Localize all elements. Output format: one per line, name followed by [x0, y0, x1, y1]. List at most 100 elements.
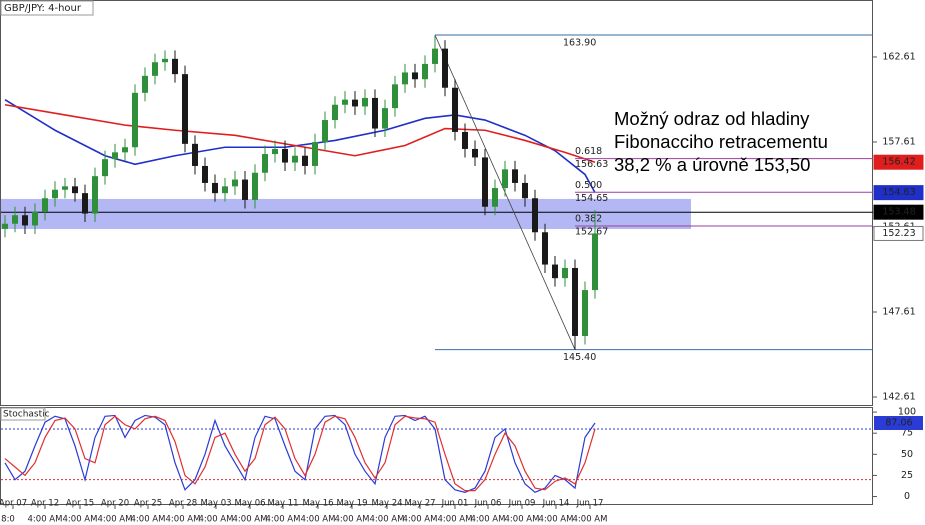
candle-body: [62, 186, 68, 190]
title-box: [0, 0, 94, 16]
y-tick-label: 142.61: [882, 392, 915, 403]
candle-body: [482, 157, 488, 207]
candle-body: [42, 198, 48, 212]
x-tick-label: May 19: [336, 499, 367, 509]
candle-body: [582, 290, 588, 336]
time-label: 4:00 AM: [438, 515, 473, 525]
candle-body: [432, 48, 438, 64]
y-tick-label: 147.61: [882, 306, 915, 317]
x-tick-label: Jun 17: [576, 499, 604, 509]
stoch-panel: [0, 407, 873, 505]
candle-body: [532, 198, 538, 233]
time-label: 4:00 AM: [63, 515, 98, 525]
time-label: 4:00 AM: [471, 515, 506, 525]
candle-body: [22, 215, 28, 226]
candle-body: [152, 62, 158, 76]
zone: [1, 198, 691, 230]
candle-body: [282, 148, 288, 163]
stoch-line: [4, 415, 596, 492]
candle-body: [192, 143, 198, 166]
candle-body: [452, 87, 458, 132]
candle-body: [72, 186, 78, 194]
candle-body: [52, 189, 58, 199]
candle-body: [262, 154, 268, 173]
candle-body: [422, 63, 428, 80]
price-box-label: 153.48: [882, 207, 915, 218]
candle-body: [412, 72, 418, 80]
y-tick-label: 50: [901, 449, 913, 460]
candle-body: [322, 120, 328, 143]
x-tick-label: May 16: [302, 499, 333, 509]
candle-body: [222, 186, 228, 194]
candle-body: [352, 99, 358, 107]
fib-value: 154.65: [575, 193, 608, 204]
candle-body: [122, 147, 128, 153]
candle-body: [462, 131, 468, 149]
candle-body: [292, 155, 298, 163]
time-label: 4:00 AM: [335, 515, 370, 525]
candle-body: [332, 104, 338, 121]
x-tick-label: Jun 14: [542, 499, 570, 509]
annotation: 38,2 % a úrovně 153,50: [614, 154, 810, 175]
moving-average: [4, 98, 596, 194]
candle-body: [12, 215, 18, 224]
candle-body: [212, 182, 218, 194]
time-label: 4:00 AM: [505, 515, 540, 525]
candle-body: [552, 264, 558, 279]
stoch-line: [4, 414, 596, 494]
time-label: 4:00 AM: [573, 515, 608, 525]
candle-body: [382, 108, 388, 129]
candle-body: [242, 179, 248, 200]
price-box-label: 154.63: [882, 187, 915, 198]
time-label: 4:00 AM: [98, 515, 133, 525]
time-label: 4:00 AM: [266, 515, 301, 525]
candle-body: [82, 193, 88, 214]
time-label: 4:00 AM: [199, 515, 234, 525]
stoch-box-label: 87.06: [885, 418, 912, 429]
candle-body: [542, 232, 548, 265]
x-tick-label: Jun 01: [441, 499, 469, 509]
candle-body: [112, 152, 118, 160]
time-label: 4:00 AM: [131, 515, 166, 525]
candle-body: [202, 165, 208, 183]
candle-body: [272, 148, 278, 155]
x-tick-label: Apr 15: [66, 499, 94, 509]
fib-ratio: 0.618: [575, 146, 602, 157]
main-panel: [0, 0, 873, 406]
candle-body: [102, 159, 108, 177]
candle-body: [522, 182, 528, 199]
fib-ratio: 0.382: [575, 213, 602, 224]
x-tick-label: Apr 12: [31, 499, 59, 509]
y-tick-label: 157.61: [882, 136, 915, 147]
candle-body: [302, 155, 308, 166]
x-tick-label: May 11: [267, 499, 298, 509]
time-label: 4:00 AM: [28, 515, 63, 525]
y-tick-label: 0: [904, 491, 910, 502]
candle-body: [232, 179, 238, 187]
time-label: 4:00 AM: [233, 515, 268, 525]
candle-body: [392, 84, 398, 109]
y-tick-label: 75: [901, 428, 913, 439]
candle-body: [142, 75, 148, 93]
x-tick-label: May 03: [200, 499, 231, 509]
time-label: 4:00 AM: [370, 515, 405, 525]
candle-body: [342, 99, 348, 105]
candle-body: [512, 169, 518, 183]
annotation: Možný odraz od hladiny: [614, 108, 810, 129]
candle-body: [472, 148, 478, 158]
candle-body: [132, 92, 138, 148]
time-label: 4:00 AM: [301, 515, 336, 525]
y-tick-label: 162.61: [882, 51, 915, 62]
x-tick-label: May 27: [404, 499, 435, 509]
candle-body: [172, 58, 178, 75]
y-tick-label: 100: [898, 407, 916, 418]
x-tick-label: Jun 09: [508, 499, 536, 509]
stoch-title-box: [0, 407, 46, 421]
candle-body: [502, 169, 508, 189]
price-box: [873, 154, 924, 170]
candle-body: [92, 176, 98, 214]
time-label: 8:0: [1, 515, 15, 525]
candle-body: [442, 48, 448, 88]
candle-body: [372, 97, 378, 129]
